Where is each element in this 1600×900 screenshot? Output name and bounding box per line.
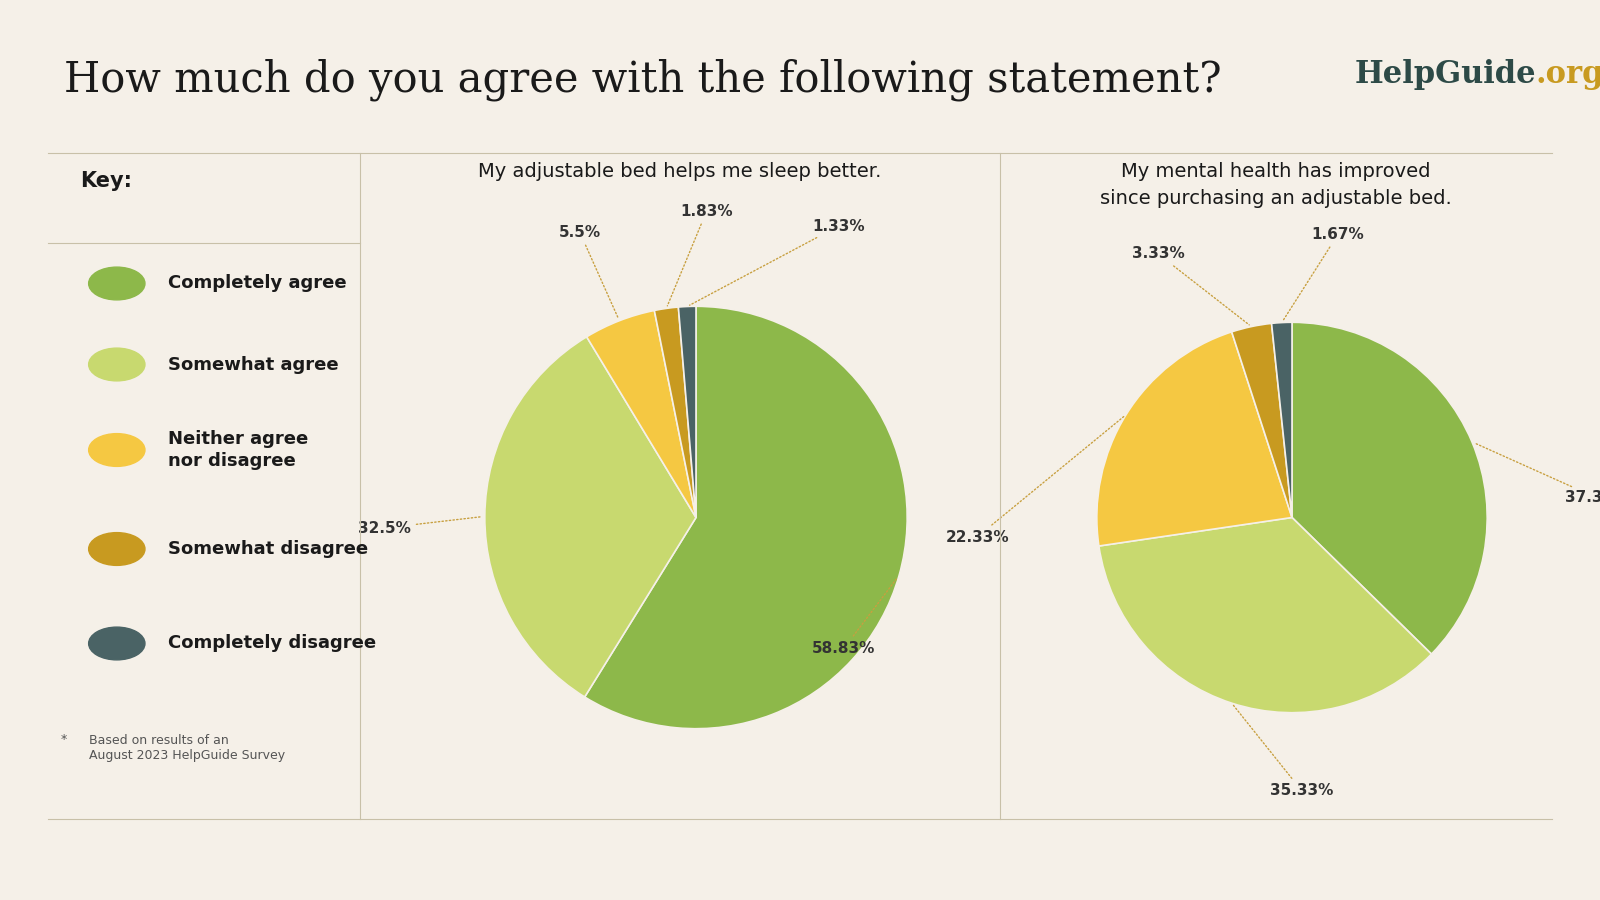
Ellipse shape [88,434,146,466]
Text: *: * [61,734,67,746]
Text: Completely disagree: Completely disagree [168,634,376,652]
Ellipse shape [88,348,146,381]
Text: My adjustable bed helps me sleep better.: My adjustable bed helps me sleep better. [478,162,882,181]
Text: Based on results of an
   August 2023 HelpGuide Survey: Based on results of an August 2023 HelpG… [77,734,285,761]
Text: 35.33%: 35.33% [1234,706,1333,798]
Text: How much do you agree with the following statement?: How much do you agree with the following… [64,58,1222,101]
Text: 32.5%: 32.5% [358,517,482,535]
Wedge shape [1098,332,1293,546]
Text: 1.33%: 1.33% [690,219,864,305]
Text: Completely agree: Completely agree [168,274,347,292]
Wedge shape [654,307,696,518]
Ellipse shape [88,627,146,660]
Wedge shape [587,310,696,518]
Wedge shape [1099,518,1432,713]
Text: My mental health has improved
since purchasing an adjustable bed.: My mental health has improved since purc… [1101,162,1451,208]
Wedge shape [1291,322,1486,654]
Text: 37.33%: 37.33% [1475,443,1600,506]
Text: 1.67%: 1.67% [1283,227,1365,320]
Text: .org: .org [1536,58,1600,89]
Wedge shape [678,306,696,518]
Wedge shape [584,306,907,729]
Text: HelpGuide: HelpGuide [1354,58,1536,89]
Text: Somewhat agree: Somewhat agree [168,356,339,373]
Wedge shape [485,337,696,697]
Wedge shape [1272,322,1293,518]
Ellipse shape [88,533,146,565]
Text: 1.83%: 1.83% [667,203,733,306]
Wedge shape [1232,323,1293,518]
Text: Somewhat disagree: Somewhat disagree [168,540,368,558]
Text: 5.5%: 5.5% [558,225,618,319]
Text: 22.33%: 22.33% [946,417,1123,544]
Text: Key:: Key: [80,171,131,191]
Text: 3.33%: 3.33% [1131,247,1250,325]
Ellipse shape [88,267,146,300]
Text: Neither agree
nor disagree: Neither agree nor disagree [168,430,309,470]
Text: 58.83%: 58.83% [813,578,898,656]
